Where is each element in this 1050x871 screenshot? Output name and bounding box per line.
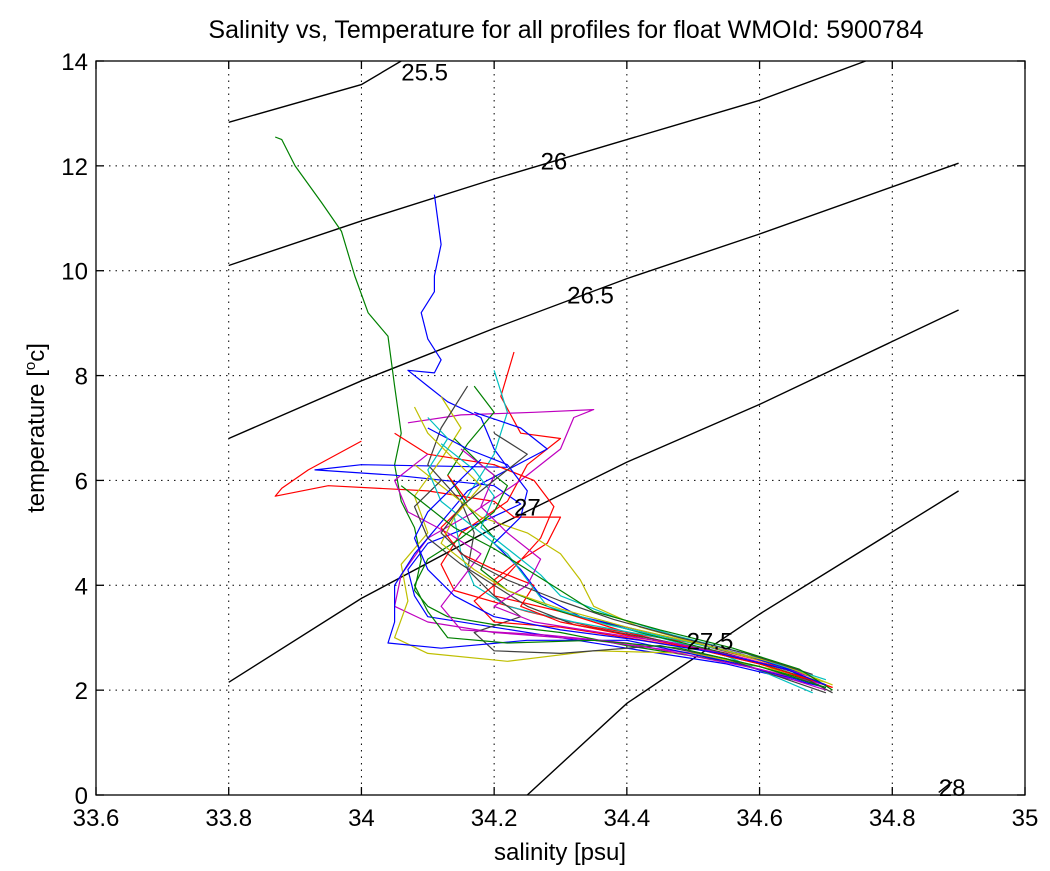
isopycnal-line	[228, 309, 959, 683]
y-axis-label: temperature [oc]	[22, 343, 50, 513]
x-axis-label: salinity [psu]	[494, 839, 626, 866]
y-tick-labels: 0 2 4 6 8 10 12 14	[61, 49, 88, 810]
y-tick-label: 10	[61, 259, 88, 286]
isopycnal-label: 26.5	[567, 282, 614, 309]
y-axis-label-end: c]	[23, 343, 50, 362]
profile-line	[394, 409, 827, 691]
profile-line	[400, 485, 833, 691]
y-tick-label: 8	[75, 364, 88, 391]
profile-line	[413, 406, 833, 686]
x-tick-label: 34.2	[471, 805, 518, 832]
profile-line	[427, 385, 827, 694]
isopycnal-lines	[228, 61, 959, 795]
profile-line	[413, 459, 827, 686]
x-tick-label: 33.8	[205, 805, 252, 832]
y-tick-label: 6	[75, 468, 88, 495]
y-tick-label: 4	[75, 573, 88, 600]
plot-frame	[95, 60, 1026, 796]
isopycnal-label: 27	[514, 495, 541, 522]
x-tick-label: 34.8	[869, 805, 916, 832]
profile-line	[274, 136, 827, 686]
profile-line	[394, 453, 827, 686]
y-tick-label: 12	[61, 154, 88, 181]
profile-line	[447, 385, 813, 681]
y-tick-label: 14	[61, 49, 88, 76]
profile-line	[440, 351, 827, 686]
isopycnal-label: 28	[939, 775, 966, 802]
profile-line	[413, 438, 827, 689]
profile-series	[274, 136, 833, 694]
isopycnal-line	[938, 781, 953, 793]
x-tick-labels: 33.6 33.8 34 34.2 34.4 34.6 34.8 35	[73, 805, 1039, 832]
tick-marks	[95, 60, 1026, 796]
profile-line	[460, 448, 813, 678]
profile-line	[414, 464, 820, 681]
profile-line	[274, 440, 833, 689]
x-tick-label: 34.4	[603, 805, 650, 832]
profile-line	[440, 443, 807, 678]
y-axis-label-main: temperature [	[23, 370, 50, 513]
chart-title: Salinity vs, Temperature for all profile…	[208, 16, 923, 44]
isopycnal-label: 27.5	[687, 628, 734, 655]
isopycnal-labels: 25.5 26 26.5 27 27.5 28	[401, 59, 965, 802]
x-tick-label: 34	[348, 805, 375, 832]
y-tick-label: 2	[75, 678, 88, 705]
isopycnal-line	[228, 162, 959, 440]
profile-line	[427, 417, 827, 681]
isopycnal-label: 25.5	[401, 59, 448, 86]
isopycnal-label: 26	[541, 149, 568, 176]
x-tick-label: 34.6	[736, 805, 783, 832]
profile-line	[314, 194, 827, 689]
grid-lines	[96, 61, 1025, 795]
profile-line	[440, 432, 813, 675]
y-axis-label-superscript: o	[22, 362, 39, 370]
x-tick-label: 33.6	[73, 805, 120, 832]
y-tick-label: 0	[75, 783, 88, 810]
x-tick-label: 35	[1012, 805, 1039, 832]
isopycnal-line	[228, 61, 402, 123]
